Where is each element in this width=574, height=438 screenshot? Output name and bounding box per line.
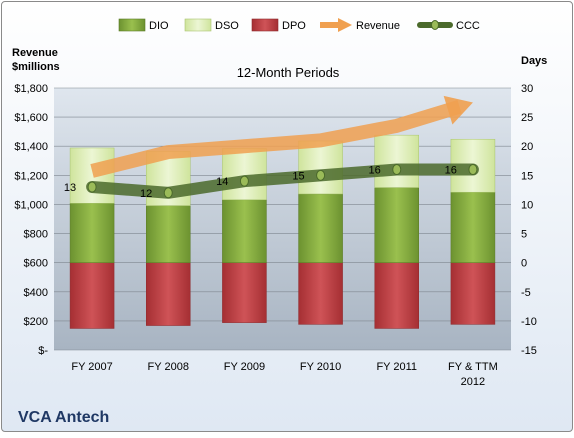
bar-dso-0 [69,147,115,204]
x-tick-label: 2012 [461,376,485,388]
legend-label-dpo: DPO [282,20,306,32]
legend-label-revenue: Revenue [356,20,400,32]
left-tick-label: $1,800 [14,83,48,95]
left-tick-label: $600 [24,258,48,270]
ccc-label-4: 16 [369,165,381,177]
bar-dio-3 [298,193,343,263]
bar-dpo-0 [69,262,115,329]
ccc-label-2: 14 [216,176,228,188]
ccc-line [86,163,479,199]
x-tick-label: FY 2008 [148,361,189,373]
legend-label-ccc: CCC [456,20,480,32]
revenue-line [90,99,462,178]
left-tick-label: $800 [24,229,48,241]
x-tick-label: FY 2011 [376,361,417,373]
right-axis-title: Days [521,55,547,67]
bar-dso-4 [374,134,419,188]
bar-dio-0 [69,203,115,263]
plot-area [54,88,511,350]
x-tick-label: FY 2007 [71,361,112,373]
legend-label-dso: DSO [215,20,239,32]
bar-dso-3 [298,140,343,195]
legend-arrowhead-revenue [338,18,352,32]
bar-dpo-4 [374,262,419,329]
right-tick-label: 20 [521,141,533,153]
ccc-marker-1 [163,187,173,199]
bar-dpo-1 [146,262,191,326]
left-tick-label: $400 [24,287,48,299]
legend-label-dio: DIO [149,20,169,32]
ccc-label-5: 16 [445,165,457,177]
revenue-arrowhead [443,95,473,125]
bar-dpo-3 [298,262,343,325]
legend-swatch-dpo [251,18,279,32]
ccc-marker-4 [392,164,402,176]
x-tick-label: FY & TTM [448,361,498,373]
right-tick-label: -10 [521,316,537,328]
right-tick-label: -5 [521,287,531,299]
bar-dio-1 [146,205,191,263]
bar-dpo-2 [222,262,267,323]
x-tick-label: FY 2010 [300,361,341,373]
ccc-marker-5 [468,164,478,176]
bar-dio-4 [374,187,419,263]
legend-swatch-dso [184,18,212,32]
bar-dio-2 [222,199,267,263]
legend-marker-ccc [431,20,439,30]
bar-dio-5 [450,191,496,263]
right-tick-label: -15 [521,345,537,357]
bar-dpo-5 [450,262,496,325]
left-tick-label: $200 [24,316,48,328]
left-tick-label: $1,400 [14,141,48,153]
right-tick-label: 25 [521,112,533,124]
left-tick-label: $1,200 [14,170,48,182]
ccc-marker-0 [87,181,97,193]
ccc-marker-2 [239,175,249,187]
ccc-label-0: 13 [64,182,76,194]
right-tick-label: 15 [521,170,533,182]
left-tick-label: $- [38,345,48,357]
right-tick-label: 0 [521,258,527,270]
ccc-label-3: 15 [292,170,304,182]
right-tick-label: 10 [521,199,533,211]
left-axis-title-line2: $millions [12,61,60,73]
ccc-marker-3 [316,169,326,181]
legend-swatch-dio [118,18,146,32]
left-tick-label: $1,000 [14,199,48,211]
left-tick-label: $1,600 [14,112,48,124]
right-tick-label: 5 [521,229,527,241]
x-tick-label: FY 2009 [224,361,265,373]
ccc-label-1: 12 [140,188,152,200]
left-axis-title-line1: Revenue [12,47,58,59]
company-name: VCA Antech [18,409,109,426]
right-tick-label: 30 [521,83,533,95]
chart-title: 12-Month Periods [237,65,340,80]
